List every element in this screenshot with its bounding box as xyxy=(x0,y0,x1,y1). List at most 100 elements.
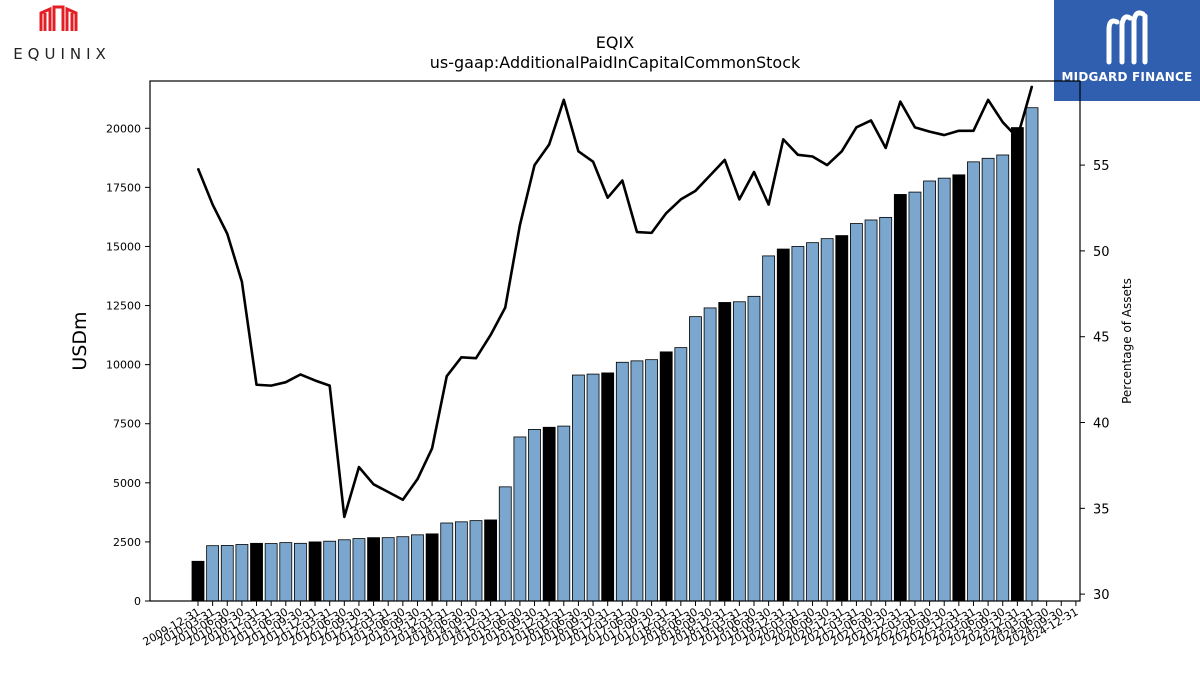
bar xyxy=(235,544,249,602)
bar-series xyxy=(191,107,1039,602)
chart-title: EQIX xyxy=(596,33,634,52)
line-point xyxy=(636,231,638,233)
bar xyxy=(835,235,849,602)
line-point xyxy=(797,154,799,156)
bar xyxy=(454,521,468,602)
line-point xyxy=(446,375,448,377)
bar xyxy=(820,238,834,602)
bar xyxy=(337,539,351,602)
line-point xyxy=(314,379,316,382)
bar xyxy=(440,522,454,602)
bar xyxy=(879,216,893,602)
y-tick-label: 20000 xyxy=(106,122,141,135)
plot-frame xyxy=(149,80,1081,602)
line-point xyxy=(387,491,389,493)
line-point xyxy=(987,99,989,101)
bar xyxy=(732,301,746,602)
line-point xyxy=(665,212,667,214)
line-point xyxy=(519,224,521,226)
equinix-logo: EQUINIX xyxy=(0,0,125,70)
bar xyxy=(703,307,717,602)
bar xyxy=(674,347,688,602)
y-tick-label: 0 xyxy=(134,595,141,608)
y-tick-label: 15000 xyxy=(106,240,141,253)
y2-axis-label: Percentage of Assets xyxy=(1120,278,1134,404)
bar xyxy=(323,540,337,602)
bar xyxy=(601,372,615,602)
line-point xyxy=(548,143,550,146)
equinix-logo-mark: EQUINIX xyxy=(13,5,111,63)
line-point xyxy=(811,155,814,158)
line-point xyxy=(402,499,404,501)
line-point xyxy=(958,130,960,132)
line-point xyxy=(329,385,331,387)
y2-tick-label: 30 xyxy=(1093,588,1110,603)
line-point xyxy=(285,381,287,383)
line-point xyxy=(533,164,536,166)
y-tick-label: 7500 xyxy=(113,418,141,431)
equinix-logo-text: EQUINIX xyxy=(13,45,111,63)
y-axis-label: USDm xyxy=(69,311,91,370)
bar xyxy=(264,543,278,602)
bar xyxy=(557,425,571,602)
bar xyxy=(893,194,907,602)
bar xyxy=(469,520,483,602)
line-point xyxy=(1016,137,1018,139)
line-point xyxy=(460,356,462,358)
chart-subtitle: us-gaap:AdditionalPaidInCapitalCommonSto… xyxy=(430,53,801,72)
line-point xyxy=(226,233,228,235)
line-point xyxy=(241,281,243,283)
bar xyxy=(747,295,761,602)
bar xyxy=(996,154,1010,602)
y2-tick-label: 50 xyxy=(1093,245,1110,260)
midgard-logo-mark xyxy=(1106,10,1148,65)
line-point xyxy=(431,447,433,449)
bar xyxy=(498,486,512,602)
line-point xyxy=(372,483,375,485)
bar xyxy=(967,161,980,602)
y-tick-label: 12500 xyxy=(106,300,141,313)
bar xyxy=(850,223,863,602)
bar xyxy=(513,436,527,602)
line-point xyxy=(270,385,272,387)
bar xyxy=(981,157,995,602)
bar xyxy=(308,541,322,602)
bar xyxy=(776,248,790,602)
line-point xyxy=(826,164,828,166)
bar xyxy=(528,428,541,602)
bar xyxy=(630,360,644,602)
y-tick-label: 10000 xyxy=(106,359,141,372)
line-point xyxy=(197,167,199,170)
bar xyxy=(952,174,966,602)
line-point xyxy=(738,198,740,201)
bar xyxy=(250,542,263,602)
line-point xyxy=(885,147,887,149)
line-point xyxy=(255,384,258,386)
bar xyxy=(937,177,951,602)
line-point xyxy=(694,190,697,192)
line-point xyxy=(592,161,594,163)
bar xyxy=(586,373,600,602)
line-point xyxy=(855,126,858,128)
line-point xyxy=(621,179,623,182)
y2-tick-label: 55 xyxy=(1093,159,1110,174)
line-point xyxy=(709,174,711,176)
bar xyxy=(806,242,819,602)
line-point xyxy=(358,466,360,468)
line-point xyxy=(914,126,916,128)
percentage-line xyxy=(196,85,1034,519)
line-point xyxy=(212,203,214,206)
bar xyxy=(542,426,556,602)
bar xyxy=(206,545,220,602)
bar xyxy=(791,246,805,602)
bar xyxy=(1010,127,1024,602)
bar xyxy=(220,545,234,602)
bar xyxy=(352,538,366,602)
line-point xyxy=(870,119,872,122)
bar xyxy=(484,519,498,602)
bar xyxy=(425,533,439,602)
bar xyxy=(864,219,878,602)
bar xyxy=(659,351,673,602)
line-point xyxy=(343,516,345,518)
